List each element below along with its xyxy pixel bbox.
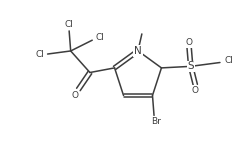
Text: Cl: Cl xyxy=(35,50,44,59)
Text: S: S xyxy=(187,61,194,71)
Text: O: O xyxy=(192,86,199,95)
Text: Cl: Cl xyxy=(65,20,74,29)
Text: Br: Br xyxy=(151,117,161,126)
Text: O: O xyxy=(186,38,193,47)
Text: N: N xyxy=(134,46,142,56)
Text: Cl: Cl xyxy=(96,33,104,42)
Text: Cl: Cl xyxy=(225,57,234,65)
Text: O: O xyxy=(71,91,78,100)
